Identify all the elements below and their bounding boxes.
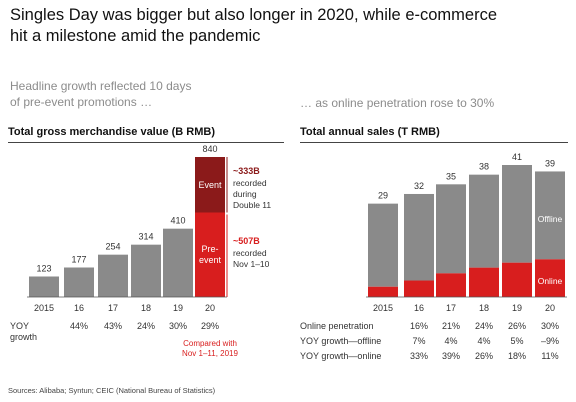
- sales-table-cell: 30%: [541, 321, 559, 331]
- gmv-x-tick-label: 18: [141, 303, 151, 313]
- sales-value-label: 35: [446, 171, 456, 181]
- sales-x-tick-label: 20: [545, 303, 555, 313]
- right-chart-title: Total annual sales (T RMB): [300, 126, 440, 138]
- right-title-rule: [300, 142, 568, 143]
- gmv-x-tick-label: 17: [108, 303, 118, 313]
- gmv-x-tick-label: 2015: [34, 303, 54, 313]
- sales-value-label: 32: [414, 181, 424, 191]
- gmv-bar: [29, 276, 59, 297]
- offline-series-label: Offline: [538, 214, 563, 224]
- sales-bar-online: [469, 267, 499, 297]
- gmv-x-tick-label: 19: [173, 303, 183, 313]
- online-series-label: Online: [538, 276, 563, 286]
- sales-bar-offline: [502, 165, 532, 263]
- gmv-bar: [131, 244, 161, 297]
- sales-table-cell: 11%: [541, 351, 558, 361]
- pre-event-annotation-value: ~507B: [233, 236, 260, 246]
- sales-table-cell: 4%: [477, 336, 490, 346]
- sales-bar-offline: [436, 184, 466, 274]
- pre-event-annotation-text: Nov 1–10: [233, 259, 270, 269]
- left-subtitle: Headline growth reflected 10 days of pre…: [10, 78, 191, 110]
- gmv-value-label: 840: [202, 144, 217, 154]
- sales-table-cell: 24%: [475, 321, 493, 331]
- event-annotation-value: ~333B: [233, 166, 260, 176]
- pre-event-segment-label: event: [199, 255, 222, 265]
- pre-event-segment-label: Pre-: [201, 244, 218, 254]
- sales-table-row-label: Online penetration: [300, 321, 374, 331]
- left-chart: 123 2015 177 16 254 17 314 18 410 19 Pre-event Even…: [10, 144, 271, 358]
- comparison-note: Nov 1–11, 2019: [182, 349, 238, 358]
- sales-value-label: 29: [378, 191, 388, 201]
- sales-bar-offline: [535, 171, 565, 260]
- left-subtitle-line-1: Headline growth reflected 10 days: [10, 79, 192, 93]
- title-line-2: hit a milestone amid the pandemic: [10, 27, 261, 45]
- sales-bar-offline: [469, 174, 499, 268]
- sales-x-tick-label: 19: [512, 303, 522, 313]
- sales-bar-online: [502, 262, 532, 297]
- yoy-growth-cell: 43%: [104, 321, 122, 331]
- sales-bar-online: [368, 286, 398, 297]
- sales-table-row-label: YOY growth—offline: [300, 336, 381, 346]
- yoy-growth-cell: 44%: [70, 321, 88, 331]
- gmv-bar: [163, 228, 193, 297]
- sales-table-cell: 39%: [442, 351, 460, 361]
- yoy-growth-cell: 24%: [137, 321, 155, 331]
- sales-bar-offline: [368, 203, 398, 287]
- yoy-growth-cell: 30%: [169, 321, 187, 331]
- gmv-value-label: 177: [71, 255, 86, 265]
- left-title-rule: [8, 142, 284, 143]
- comparison-note: Compared with: [183, 339, 237, 348]
- right-chart: 29 2015 32 16 35 17 38 18 41 19 39 20 Offline Online O…: [300, 152, 567, 361]
- gmv-value-label: 254: [105, 242, 120, 252]
- gmv-value-label: 123: [36, 264, 51, 274]
- source-note: Sources: Alibaba; Syntun; CEIC (National…: [8, 386, 216, 395]
- sales-bar-offline: [404, 193, 434, 281]
- gmv-x-tick-label: 16: [74, 303, 84, 313]
- sales-value-label: 38: [479, 162, 489, 172]
- event-segment-label: Event: [198, 180, 222, 190]
- sales-x-tick-label: 18: [479, 303, 489, 313]
- sales-x-tick-label: 17: [446, 303, 456, 313]
- sales-table-cell: 16%: [410, 321, 428, 331]
- sales-x-tick-label: 16: [414, 303, 424, 313]
- gmv-bar: [98, 254, 128, 297]
- sales-x-tick-label: 2015: [373, 303, 393, 313]
- gmv-value-label: 410: [170, 216, 185, 226]
- event-annotation-text: recorded: [233, 178, 267, 188]
- sales-bar-online: [404, 280, 434, 297]
- left-subtitle-line-2: of pre-event promotions …: [10, 95, 153, 109]
- yoy-growth-row-label: YOY: [10, 321, 29, 331]
- gmv-bar: [64, 267, 94, 297]
- yoy-growth-row-label: growth: [10, 332, 37, 342]
- gmv-x-tick-label: 20: [205, 303, 215, 313]
- sales-bar-online: [436, 273, 466, 297]
- sales-table-cell: 4%: [444, 336, 457, 346]
- event-annotation-text: Double 11: [233, 200, 271, 210]
- gmv-value-label: 314: [138, 232, 153, 242]
- sales-table-cell: 21%: [442, 321, 460, 331]
- sales-value-label: 41: [512, 152, 522, 162]
- gmv-bar-segment-pre-event: [195, 212, 225, 297]
- sales-table-cell: 26%: [508, 321, 526, 331]
- sales-table-cell: 33%: [410, 351, 428, 361]
- sales-table-cell: 5%: [510, 336, 523, 346]
- page-title: Singles Day was bigger but also longer i…: [10, 5, 570, 47]
- title-line-1: Singles Day was bigger but also longer i…: [10, 6, 497, 24]
- sales-table-cell: 18%: [508, 351, 526, 361]
- event-annotation-text: during: [233, 189, 257, 199]
- right-subtitle: … as online penetration rose to 30%: [300, 96, 495, 110]
- sales-value-label: 39: [545, 158, 555, 168]
- sales-bar-online: [535, 259, 565, 297]
- sales-table-cell: 26%: [475, 351, 493, 361]
- left-chart-title: Total gross merchandise value (B RMB): [8, 126, 216, 138]
- sales-table-cell: 7%: [412, 336, 425, 346]
- gmv-bar-segment-event: [195, 157, 225, 213]
- yoy-growth-cell: 29%: [201, 321, 219, 331]
- sales-table-cell: –9%: [541, 336, 559, 346]
- pre-event-annotation-text: recorded: [233, 248, 267, 258]
- sales-table-row-label: YOY growth—online: [300, 351, 381, 361]
